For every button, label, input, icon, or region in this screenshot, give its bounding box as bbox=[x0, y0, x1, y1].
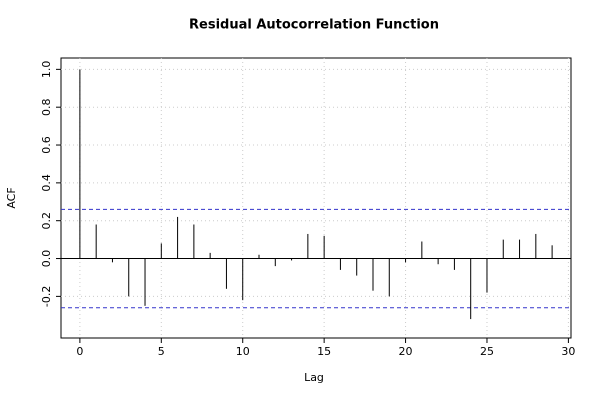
y-tick-label: 0.8 bbox=[40, 98, 53, 116]
x-tick-label: 30 bbox=[561, 345, 575, 358]
y-tick-label: 1.0 bbox=[40, 61, 53, 79]
y-tick-label: 0.0 bbox=[40, 250, 53, 268]
y-tick-label: 0.6 bbox=[40, 136, 53, 154]
x-axis-label: Lag bbox=[304, 371, 324, 384]
y-tick-label: 0.2 bbox=[40, 212, 53, 230]
plot-frame bbox=[60, 57, 572, 339]
x-tick-label: 15 bbox=[317, 345, 331, 358]
chart-title: Residual Autocorrelation Function bbox=[189, 18, 439, 33]
x-tick-label: 0 bbox=[76, 345, 83, 358]
y-axis-label: ACF bbox=[5, 187, 18, 208]
x-tick-label: 5 bbox=[158, 345, 165, 358]
y-tick-label: 0.4 bbox=[40, 174, 53, 192]
y-tick-label: -0.2 bbox=[40, 286, 53, 307]
x-tick-label: 20 bbox=[399, 345, 413, 358]
x-tick-label: 10 bbox=[236, 345, 250, 358]
x-tick-label: 25 bbox=[480, 345, 494, 358]
